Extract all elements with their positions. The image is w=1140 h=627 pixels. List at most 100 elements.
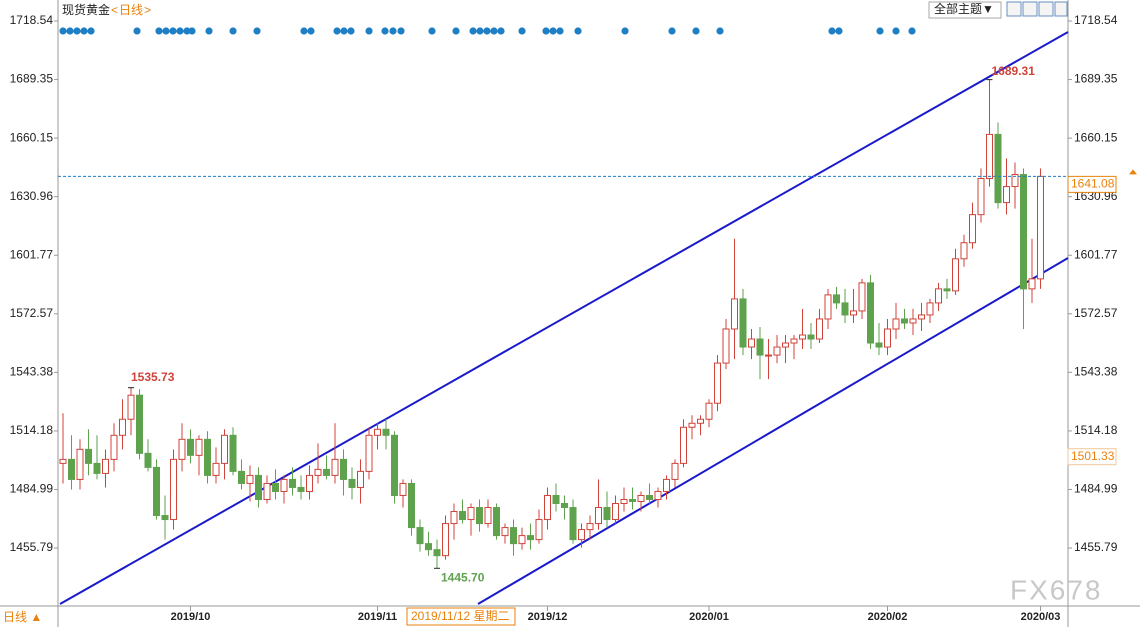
candle-body (731, 298, 738, 330)
candle-body (93, 462, 101, 474)
y-tick-label: 1660.15 (1074, 130, 1118, 144)
period-label[interactable]: 日线 (119, 3, 143, 17)
y-tick-label: 1543.38 (10, 365, 54, 379)
candle-body (901, 318, 908, 324)
candle-body (374, 428, 381, 436)
candle-body (765, 354, 772, 357)
candle-body (671, 462, 679, 480)
indicator-price-box (1067, 448, 1117, 466)
candle-body (501, 527, 509, 537)
candle-body (603, 507, 611, 521)
candle-body (119, 418, 126, 436)
event-dot (229, 27, 237, 35)
event-dot (452, 27, 460, 35)
y-tick-label: 1572.57 (10, 306, 54, 320)
candle-body (960, 242, 968, 260)
candle-body (994, 133, 1002, 204)
candle-body (620, 498, 628, 505)
candle-body (697, 418, 704, 424)
candle-body (204, 438, 211, 476)
candle-body (646, 494, 653, 500)
event-dot (169, 27, 177, 35)
event-dot (80, 27, 88, 35)
extreme-label: 1689.31 (992, 64, 1036, 78)
candle-body (858, 282, 866, 312)
y-tick-label: 1601.77 (10, 247, 54, 261)
period-prev[interactable]: < (111, 3, 118, 17)
x-tick-label: 2019/12 (528, 611, 568, 623)
y-tick-label: 1718.54 (10, 13, 54, 27)
candle-body (221, 434, 228, 464)
event-dot (716, 27, 724, 35)
y-tick-label: 1572.57 (1074, 306, 1118, 320)
crosshair-date-box (406, 607, 516, 626)
last-price-arrow (1129, 169, 1137, 175)
candle-body (782, 342, 789, 348)
candle-body (705, 402, 713, 420)
candle-body (612, 503, 619, 521)
tool-icon[interactable] (1006, 1, 1022, 17)
tool-icon[interactable] (1038, 1, 1054, 17)
event-dot (668, 27, 676, 35)
y-tick-label: 1514.18 (1074, 423, 1118, 437)
candle-body (357, 470, 364, 488)
event-dot (892, 27, 900, 35)
candle-body (1003, 186, 1010, 204)
x-tick-label: 2020/02 (868, 611, 908, 623)
candle-body (102, 458, 109, 474)
candle-body (229, 434, 237, 472)
candle-body (867, 282, 874, 344)
candle-body (527, 535, 534, 541)
candle-body (450, 511, 458, 525)
candle-body (824, 294, 832, 320)
candle-body (544, 494, 551, 521)
candle-body (926, 302, 934, 316)
candle-body (841, 302, 849, 316)
event-dot (876, 27, 884, 35)
x-tick-label: 2020/01 (689, 611, 729, 623)
candle-body (943, 288, 951, 292)
candle-body (790, 338, 798, 344)
event-dot (133, 27, 141, 35)
candle-body (297, 486, 305, 492)
event-dot (621, 27, 629, 35)
candle-body (433, 549, 441, 557)
y-tick-label: 1660.15 (10, 130, 54, 144)
event-dot (300, 27, 308, 35)
candle-body (306, 474, 313, 492)
candle-body (918, 314, 925, 320)
candle-body (629, 498, 636, 502)
bottom-period[interactable]: 日线 ▲ (3, 610, 42, 624)
candle-body (484, 507, 492, 525)
candle-body (144, 452, 152, 468)
event-dot (476, 27, 484, 35)
candle-body (807, 334, 815, 340)
candle-body (153, 466, 160, 517)
symbol-title: 现货黄金 (62, 2, 110, 17)
theme-button[interactable] (928, 1, 1002, 19)
period-next[interactable]: > (144, 3, 151, 17)
event-dot (176, 27, 184, 35)
candle-body (68, 458, 75, 480)
candle-body (127, 394, 135, 420)
event-dot (692, 27, 700, 35)
event-dot (73, 27, 81, 35)
event-dot (66, 27, 74, 35)
candle-body (1020, 174, 1027, 290)
tool-icon[interactable] (1054, 1, 1068, 17)
event-dot (381, 27, 389, 35)
candle-body (816, 318, 823, 340)
y-tick-label: 1601.77 (1074, 247, 1118, 261)
candle-body (195, 438, 203, 456)
tool-icon[interactable] (1022, 1, 1038, 17)
y-tick-label: 1543.38 (1074, 365, 1118, 379)
x-tick-label: 2019/11 (358, 611, 397, 623)
extreme-label: 1445.70 (441, 570, 485, 584)
candle-body (773, 346, 781, 356)
candle-body (1011, 174, 1019, 188)
theme-button-label[interactable]: 全部主题▼ (934, 1, 994, 16)
candle-body (476, 507, 483, 525)
event-dot (497, 27, 505, 35)
candle-body (136, 394, 143, 454)
